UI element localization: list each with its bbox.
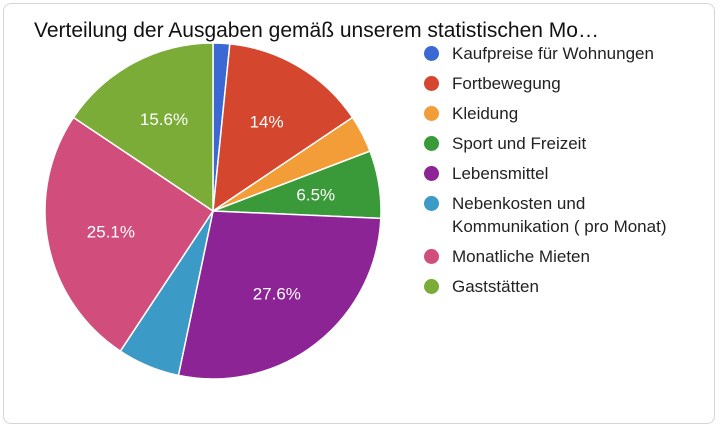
legend-label: Sport und Freizeit <box>452 134 587 153</box>
legend-label: Fortbewegung <box>452 74 561 93</box>
chart-legend: Kaufpreise für Wohnungen Fortbewegung Klei… <box>424 42 684 305</box>
pie-slice-7[interactable] <box>72 42 214 213</box>
legend-item-7[interactable]: Gaststätten <box>424 275 684 298</box>
pie-slice-6[interactable] <box>44 116 215 353</box>
legend-label: Nebenkosten und Kommunikation ( pro Mona… <box>452 194 667 236</box>
pie-slice-label-1: 14% <box>250 113 284 132</box>
legend-item-3[interactable]: Sport und Freizeit <box>424 132 684 155</box>
legend-label: Lebensmittel <box>452 164 549 183</box>
legend-swatch <box>424 106 439 121</box>
legend-item-0[interactable]: Kaufpreise für Wohnungen <box>424 42 684 65</box>
legend-label: Monatliche Mieten <box>452 247 590 266</box>
legend-item-5[interactable]: Nebenkosten und Kommunikation ( pro Mona… <box>424 192 684 238</box>
pie-chart: 14% 6.5% 27.6% 25.1% 15.6% <box>44 42 382 380</box>
legend-swatch <box>424 166 439 181</box>
legend-item-1[interactable]: Fortbewegung <box>424 72 684 95</box>
legend-label: Gaststätten <box>452 277 539 296</box>
pie-slice-label-4: 27.6% <box>253 284 301 303</box>
legend-item-4[interactable]: Lebensmittel <box>424 162 684 185</box>
chart-card: Verteilung der Ausgaben gemäß unserem st… <box>3 3 715 424</box>
legend-swatch <box>424 249 439 264</box>
pie-slice-label-7: 15.6% <box>140 110 188 129</box>
legend-label: Kleidung <box>452 104 519 123</box>
legend-swatch <box>424 76 439 91</box>
legend-swatch <box>424 46 439 61</box>
pie-slice-label-6: 25.1% <box>87 223 135 242</box>
legend-label: Kaufpreise für Wohnungen <box>452 44 654 63</box>
chart-title: Verteilung der Ausgaben gemäß unserem st… <box>34 19 599 42</box>
pie-slice-1[interactable] <box>212 43 354 213</box>
legend-swatch <box>424 136 439 151</box>
legend-item-2[interactable]: Kleidung <box>424 102 684 125</box>
legend-item-6[interactable]: Monatliche Mieten <box>424 245 684 268</box>
pie-slice-4[interactable] <box>177 210 382 380</box>
pie-slice-label-3: 6.5% <box>296 185 335 204</box>
legend-swatch <box>424 279 439 294</box>
legend-swatch <box>424 196 439 211</box>
